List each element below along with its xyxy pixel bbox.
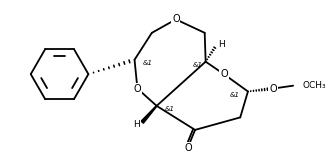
Text: H: H (133, 120, 140, 129)
Text: O: O (172, 14, 180, 24)
Text: OCH₃: OCH₃ (303, 81, 326, 90)
Text: &1: &1 (230, 92, 239, 98)
Text: O: O (220, 69, 228, 79)
Text: &1: &1 (165, 106, 175, 112)
Text: &1: &1 (143, 60, 153, 66)
Text: O: O (185, 143, 192, 153)
Text: O: O (133, 84, 141, 94)
Text: H: H (218, 40, 224, 49)
Polygon shape (141, 106, 157, 123)
Text: &1: &1 (193, 62, 203, 68)
Text: O: O (269, 84, 277, 94)
